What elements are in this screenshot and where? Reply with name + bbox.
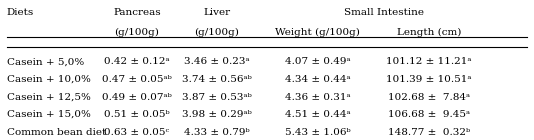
Text: 0.63 ± 0.05ᶜ: 0.63 ± 0.05ᶜ	[104, 128, 169, 137]
Text: Pancreas: Pancreas	[113, 8, 161, 17]
Text: 3.87 ± 0.53ᵃᵇ: 3.87 ± 0.53ᵃᵇ	[182, 93, 252, 102]
Text: 0.49 ± 0.07ᵃᵇ: 0.49 ± 0.07ᵃᵇ	[102, 93, 172, 102]
Text: 5.43 ± 1.06ᵇ: 5.43 ± 1.06ᵇ	[285, 128, 350, 137]
Text: 106.68 ±  9.45ᵃ: 106.68 ± 9.45ᵃ	[388, 110, 470, 119]
Text: Common bean diet: Common bean diet	[7, 128, 106, 137]
Text: 4.36 ± 0.31ᵃ: 4.36 ± 0.31ᵃ	[285, 93, 350, 102]
Text: 4.34 ± 0.44ᵃ: 4.34 ± 0.44ᵃ	[285, 75, 350, 84]
Text: Casein + 12,5%: Casein + 12,5%	[7, 93, 91, 102]
Text: (g/100g): (g/100g)	[194, 27, 239, 37]
Text: 0.51 ± 0.05ᵇ: 0.51 ± 0.05ᵇ	[104, 110, 170, 119]
Text: 0.47 ± 0.05ᵃᵇ: 0.47 ± 0.05ᵃᵇ	[102, 75, 172, 84]
Text: Liver: Liver	[203, 8, 230, 17]
Text: 4.07 ± 0.49ᵃ: 4.07 ± 0.49ᵃ	[285, 58, 350, 66]
Text: 102.68 ±  7.84ᵃ: 102.68 ± 7.84ᵃ	[388, 93, 470, 102]
Text: Small Intestine: Small Intestine	[344, 8, 424, 17]
Text: Length (cm): Length (cm)	[397, 27, 461, 37]
Text: 4.33 ± 0.79ᵇ: 4.33 ± 0.79ᵇ	[184, 128, 249, 137]
Text: 0.42 ± 0.12ᵃ: 0.42 ± 0.12ᵃ	[104, 58, 170, 66]
Text: Casein + 15,0%: Casein + 15,0%	[7, 110, 91, 119]
Text: Casein + 10,0%: Casein + 10,0%	[7, 75, 91, 84]
Text: (g/100g): (g/100g)	[114, 27, 159, 37]
Text: 3.98 ± 0.29ᵃᵇ: 3.98 ± 0.29ᵃᵇ	[182, 110, 252, 119]
Text: Casein + 5,0%: Casein + 5,0%	[7, 58, 84, 66]
Text: 148.77 ±  0.32ᵇ: 148.77 ± 0.32ᵇ	[388, 128, 470, 137]
Text: 3.74 ± 0.56ᵃᵇ: 3.74 ± 0.56ᵃᵇ	[182, 75, 252, 84]
Text: Weight (g/100g): Weight (g/100g)	[275, 27, 360, 37]
Text: 101.12 ± 11.21ᵃ: 101.12 ± 11.21ᵃ	[386, 58, 472, 66]
Text: 4.51 ± 0.44ᵃ: 4.51 ± 0.44ᵃ	[285, 110, 350, 119]
Text: 101.39 ± 10.51ᵃ: 101.39 ± 10.51ᵃ	[386, 75, 472, 84]
Text: Diets: Diets	[7, 8, 34, 17]
Text: 3.46 ± 0.23ᵃ: 3.46 ± 0.23ᵃ	[184, 58, 249, 66]
